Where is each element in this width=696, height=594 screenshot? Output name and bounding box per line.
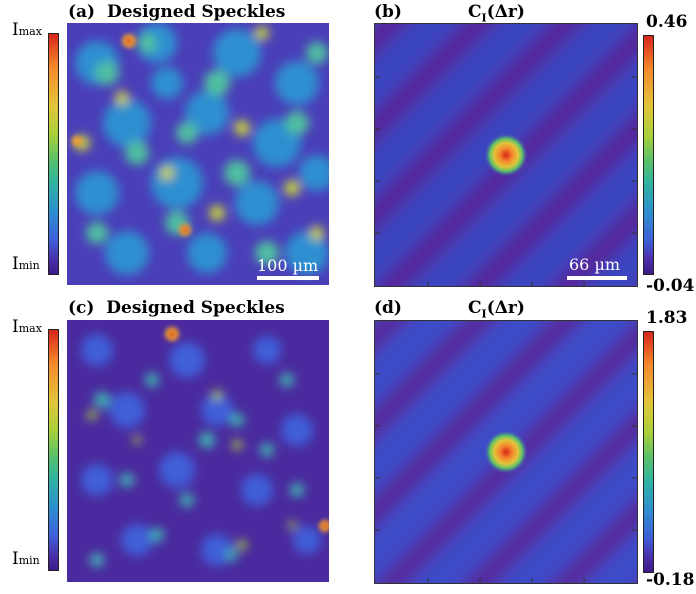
panel-a-scale-bar <box>257 276 319 280</box>
panel-b-colorbar-max: 0.46 <box>646 12 688 32</box>
intensity-min-label-top: Imin <box>12 254 40 274</box>
panel-c-speckle-image <box>67 320 329 582</box>
intensity-colorbar-top <box>48 33 59 275</box>
intensity-min-label-bottom: Imin <box>12 549 40 569</box>
panel-b-function-title: CI(Δr) <box>468 2 525 25</box>
panel-d-function-title: CI(Δr) <box>468 298 525 321</box>
panel-d-correlation-image <box>374 320 638 584</box>
intensity-max-label-top: Imax <box>12 20 42 40</box>
panel-a-speckle-image: 100 µm <box>67 23 329 285</box>
intensity-max-label-bottom: Imax <box>12 317 42 337</box>
correlation-b-svg <box>375 24 637 286</box>
panel-b-correlation-image: 66 µm <box>374 23 638 287</box>
panel-a-scale-label: 100 µm <box>257 256 319 275</box>
intensity-colorbar-bottom <box>48 329 59 571</box>
speckle-c-svg <box>67 320 329 582</box>
speckle-a-svg <box>67 23 329 285</box>
panel-b-colorbar-min: -0.04 <box>646 276 695 296</box>
panel-d-colorbar <box>643 331 654 573</box>
panel-a-title: (a) Designed Speckles <box>68 2 286 22</box>
panel-b-scale-label: 66 µm <box>569 255 621 274</box>
panel-d-colorbar-min: -0.18 <box>646 570 695 590</box>
panel-d-colorbar-max: 1.83 <box>646 308 688 328</box>
panel-b-scale-bar <box>567 276 627 280</box>
panel-b-colorbar <box>643 35 654 275</box>
correlation-d-svg <box>375 321 637 583</box>
panel-c-title: (c) Designed Speckles <box>68 298 285 318</box>
panel-b-title: (b) <box>374 2 402 22</box>
panel-d-title: (d) <box>374 298 402 318</box>
